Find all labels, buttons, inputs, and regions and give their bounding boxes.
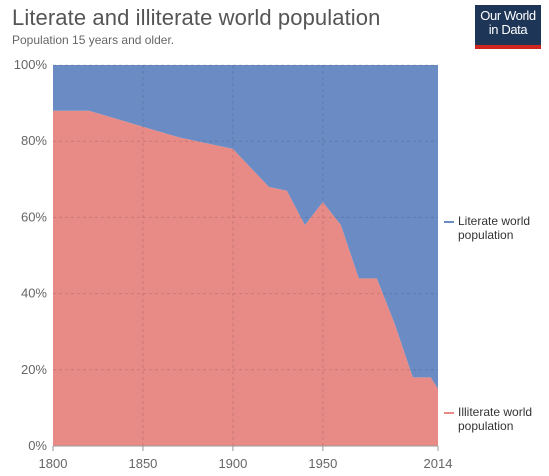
legend-swatch-illiterate xyxy=(444,412,454,414)
legend-label-literate: Literate world population xyxy=(458,214,531,242)
chart-title: Literate and illiterate world population xyxy=(12,5,381,30)
x-tick-label: 1950 xyxy=(308,456,337,471)
legend-label-illiterate: Illiterate world population xyxy=(458,405,533,433)
area-literate xyxy=(53,65,438,389)
y-tick-label: 40% xyxy=(21,286,47,301)
owid-logo[interactable]: Our World in Data xyxy=(475,5,541,49)
y-tick-label: 20% xyxy=(21,362,47,377)
axis-layer: 0% 20% 40% 60% 80% 100% 1800 1850 1900 1950 2014 xyxy=(14,57,453,471)
y-tick-label: 100% xyxy=(14,57,48,72)
grid-overlay xyxy=(53,64,438,446)
y-tick-label: 0% xyxy=(28,438,47,453)
x-tick-label: 1900 xyxy=(218,456,247,471)
x-tick-label: 1850 xyxy=(128,456,157,471)
x-tick-label: 1800 xyxy=(39,456,68,471)
logo-line-2: in Data xyxy=(488,22,528,37)
y-tick-label: 60% xyxy=(21,209,47,224)
x-tick-label: 2014 xyxy=(424,456,453,471)
area-layer xyxy=(53,64,438,446)
area-illiterate xyxy=(53,110,438,446)
logo-line-1: Our World xyxy=(480,8,536,23)
y-tick-label: 80% xyxy=(21,133,47,148)
chart-subtitle: Population 15 years and older. xyxy=(12,33,175,47)
legend-swatch-literate xyxy=(444,221,454,223)
